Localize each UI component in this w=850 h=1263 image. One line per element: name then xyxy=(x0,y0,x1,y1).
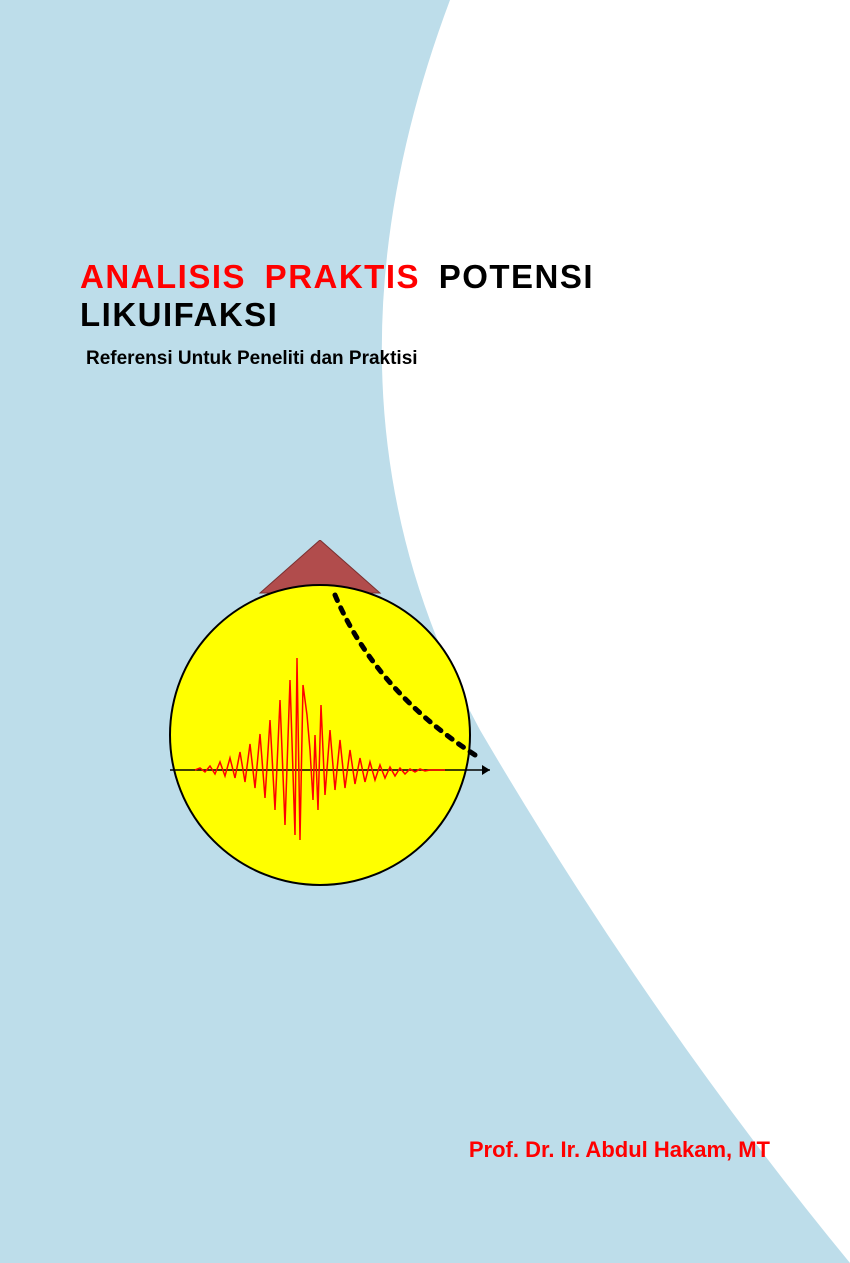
seismic-illustration xyxy=(145,540,545,940)
axis-arrow xyxy=(482,765,490,775)
title-block: ANALISIS PRAKTIS POTENSI LIKUIFAKSI Refe… xyxy=(80,258,800,370)
title-part-red: ANALISIS PRAKTIS xyxy=(80,258,420,295)
author-name: Prof. Dr. Ir. Abdul Hakam, MT xyxy=(469,1137,770,1163)
subtitle: Referensi Untuk Peneliti dan Praktisi xyxy=(86,348,800,370)
